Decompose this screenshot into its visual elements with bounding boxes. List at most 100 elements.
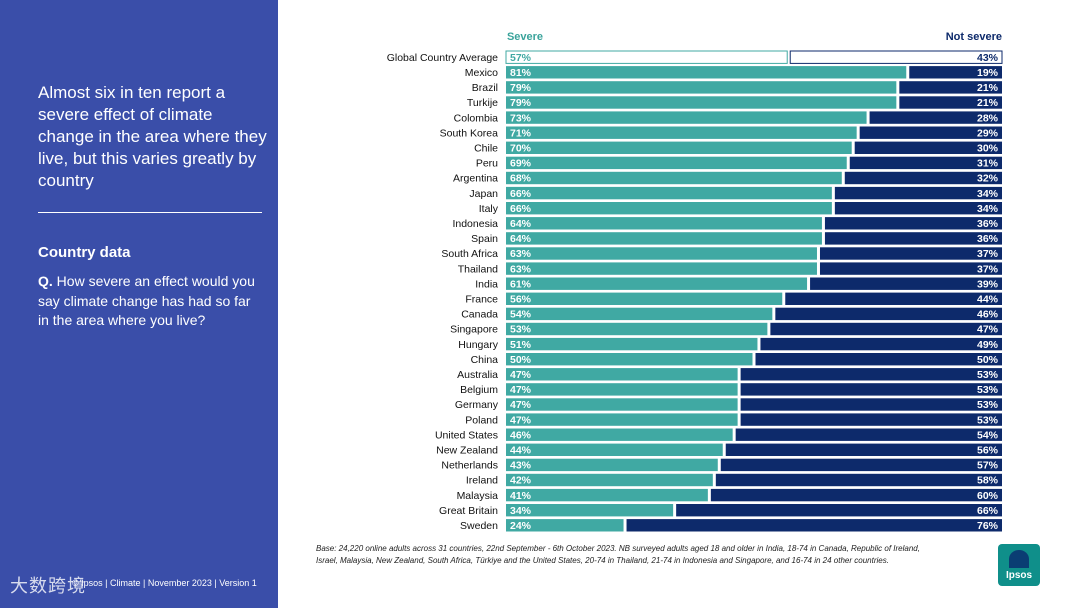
bar-severe	[506, 217, 822, 230]
category-label: Great Britain	[439, 505, 498, 517]
value-label-not-severe: 21%	[977, 82, 999, 94]
category-label: Argentina	[453, 173, 498, 185]
value-label-severe: 50%	[510, 354, 532, 366]
bar-severe	[506, 353, 753, 366]
value-label-severe: 56%	[510, 294, 532, 306]
bar-not-severe	[854, 141, 1002, 154]
category-label: Canada	[461, 309, 498, 321]
bar-not-severe	[899, 96, 1002, 109]
watermark: 大数跨境	[10, 576, 86, 596]
left-panel: Almost six in ten report a severe effect…	[0, 0, 278, 608]
value-label-not-severe: 44%	[977, 294, 999, 306]
value-label-not-severe: 28%	[977, 112, 999, 124]
bars-group: Global Country Average 57% 43% Mexico 81% 19%…	[387, 50, 1003, 532]
value-label-severe: 79%	[510, 82, 532, 94]
legend-not-severe: Not severe	[946, 31, 1002, 43]
bar-severe	[506, 156, 847, 170]
value-label-severe: 66%	[510, 203, 532, 215]
value-label-severe: 70%	[510, 143, 532, 155]
legend-severe: Severe	[507, 31, 543, 43]
value-label-not-severe: 21%	[977, 97, 999, 109]
category-label: Indonesia	[452, 218, 498, 230]
value-label-not-severe: 34%	[977, 188, 999, 200]
base-note: Base: 24,220 online adults across 31 cou…	[316, 544, 920, 565]
bar-not-severe	[770, 322, 1002, 336]
value-label-severe: 73%	[510, 112, 532, 124]
bar-severe	[505, 50, 788, 64]
bar-severe	[506, 307, 773, 321]
category-label: France	[465, 294, 498, 306]
bar-not-severe	[740, 413, 1002, 426]
bar-not-severe	[720, 458, 1002, 472]
bar-severe	[506, 247, 817, 260]
bar-severe	[506, 232, 822, 245]
bar-severe	[506, 519, 624, 532]
value-label-not-severe: 36%	[977, 233, 999, 245]
value-label-severe: 24%	[510, 520, 532, 532]
value-label-severe: 68%	[510, 173, 532, 185]
bar-not-severe	[760, 337, 1002, 351]
value-label-severe: 34%	[510, 505, 532, 517]
category-label: Turkije	[467, 97, 498, 109]
bar-not-severe	[909, 66, 1002, 79]
bar-severe	[506, 111, 867, 124]
category-label: Hungary	[458, 339, 498, 351]
value-label-not-severe: 36%	[977, 218, 999, 230]
category-label: Spain	[471, 233, 498, 245]
category-label: Chile	[474, 143, 498, 155]
value-label-not-severe: 54%	[977, 429, 999, 441]
bar-severe	[506, 473, 713, 487]
value-label-severe: 64%	[510, 218, 532, 230]
value-label-not-severe: 37%	[977, 248, 999, 260]
category-label: Belgium	[460, 384, 498, 396]
category-label: Global Country Average	[387, 52, 498, 64]
value-label-not-severe: 47%	[977, 324, 999, 336]
value-label-severe: 47%	[510, 369, 532, 381]
value-label-severe: 44%	[510, 445, 532, 457]
bar-not-severe	[626, 519, 1002, 532]
value-label-not-severe: 58%	[977, 475, 999, 487]
value-label-not-severe: 19%	[977, 67, 999, 79]
value-label-not-severe: 31%	[977, 158, 999, 170]
category-label: Sweden	[460, 520, 498, 532]
category-label: South Korea	[440, 127, 499, 139]
value-label-not-severe: 30%	[977, 143, 999, 155]
bar-severe	[506, 504, 674, 517]
category-label: India	[475, 278, 498, 290]
stacked-bar-chart: Severe Not severe Global Country Average…	[387, 31, 1003, 532]
question-text: How severe an effect would you say clima…	[38, 273, 255, 328]
bar-not-severe	[849, 156, 1002, 170]
logo-text: Ipsos	[1005, 570, 1033, 581]
value-label-severe: 43%	[510, 460, 532, 472]
bar-not-severe	[740, 383, 1002, 396]
value-label-not-severe: 76%	[977, 520, 999, 532]
bar-not-severe	[824, 232, 1002, 245]
section-title: Country data	[38, 244, 131, 261]
bar-not-severe	[819, 247, 1002, 260]
value-label-not-severe: 53%	[977, 384, 999, 396]
value-label-severe: 46%	[510, 429, 532, 441]
question-prefix: Q.	[38, 273, 53, 289]
value-label-not-severe: 53%	[977, 399, 999, 411]
bar-not-severe	[869, 111, 1002, 124]
value-label-severe: 71%	[510, 127, 532, 139]
bar-not-severe	[676, 504, 1002, 517]
value-label-severe: 69%	[510, 158, 532, 170]
bar-severe	[506, 458, 718, 472]
category-label: Thailand	[458, 263, 498, 275]
category-label: South Africa	[441, 248, 498, 260]
value-label-not-severe: 50%	[977, 354, 999, 366]
logo-mark-icon	[1009, 550, 1029, 568]
value-label-severe: 81%	[510, 67, 532, 79]
category-label: Netherlands	[441, 460, 498, 472]
value-label-severe: 47%	[510, 384, 532, 396]
bar-severe	[506, 171, 842, 185]
category-label: Brazil	[472, 82, 498, 94]
bar-severe	[506, 262, 817, 275]
category-label: Japan	[469, 188, 498, 200]
value-label-not-severe: 46%	[977, 309, 999, 321]
value-label-severe: 57%	[510, 52, 532, 64]
bar-not-severe	[740, 398, 1002, 411]
bar-severe	[506, 322, 768, 336]
category-label: Mexico	[465, 67, 498, 79]
